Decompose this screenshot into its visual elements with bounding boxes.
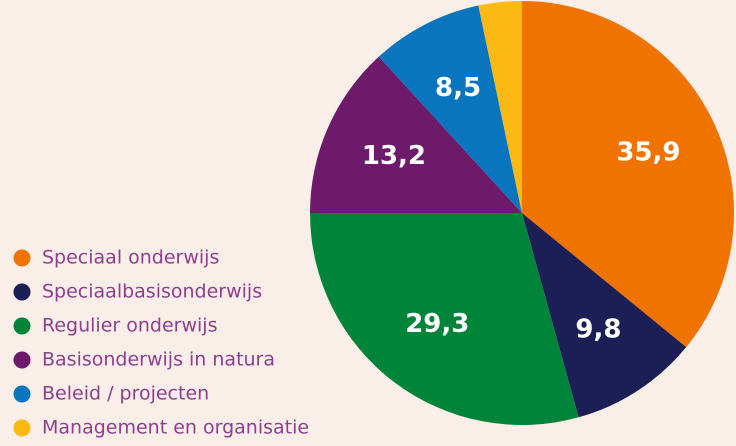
legend-marker (13, 317, 31, 335)
legend-marker (13, 385, 31, 403)
pie-slice (522, 1, 735, 348)
legend-marker (13, 283, 31, 301)
legend-label: Speciaal onderwijs (42, 247, 219, 269)
pie-slice (522, 213, 687, 418)
pie-slice (310, 213, 579, 425)
pie-slice (478, 1, 522, 213)
legend-marker (13, 249, 31, 267)
slice-label: 29,3 (405, 309, 469, 339)
slice-label: 9,8 (575, 315, 621, 345)
slice-label: 13,2 (362, 141, 426, 171)
legend-label: Speciaalbasisonderwijs (42, 281, 262, 303)
slice-label: 8,5 (435, 73, 481, 103)
legend-label: Basisonderwijs in natura (42, 349, 275, 371)
legend-marker (13, 419, 31, 437)
pie-slice (310, 56, 522, 214)
legend-label: Regulier onderwijs (42, 315, 217, 337)
pie-slice (378, 5, 522, 214)
slice-label: 35,9 (616, 138, 680, 168)
legend-label: Management en organisatie (42, 417, 309, 439)
legend-marker (13, 351, 31, 369)
legend-label: Beleid / projecten (42, 383, 209, 405)
